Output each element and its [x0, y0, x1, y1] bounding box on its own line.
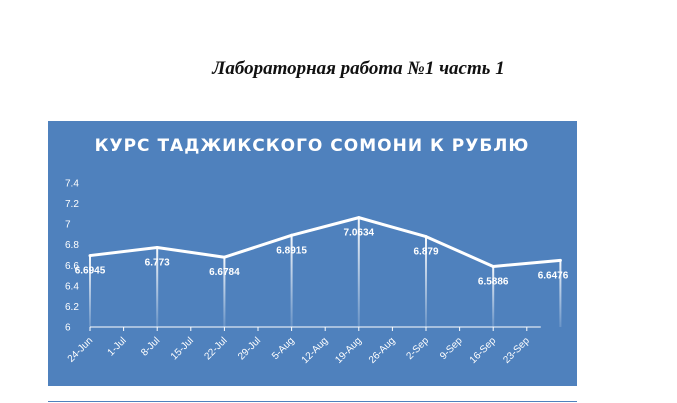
data-point	[290, 233, 294, 237]
x-tick-label: 22-Jul	[202, 335, 229, 362]
x-tick-label: 29-Jul	[236, 335, 263, 362]
data-point	[491, 264, 495, 268]
data-point	[222, 255, 226, 259]
line-chart: КУРС ТАДЖИКСКОГО СОМОНИ К РУБЛЮ 66.26.46…	[65, 136, 569, 366]
x-tick-label: 5-Aug	[270, 335, 297, 362]
x-tick-label: 24-Jun	[66, 335, 95, 364]
x-tick-label: 16-Sep	[468, 335, 499, 366]
x-tick-label: 1-Jul	[106, 335, 129, 358]
chart-title: КУРС ТАДЖИКСКОГО СОМОНИ К РУБЛЮ	[95, 136, 530, 156]
data-point	[558, 258, 562, 262]
drop-line	[425, 236, 427, 327]
page-divider	[48, 401, 577, 402]
drop-line	[357, 217, 360, 327]
x-tick-label: 12-Aug	[300, 335, 331, 366]
data-labels: 6.6945 6.773 6.6784 6.8915 7.0634 6.879 6.5886…	[75, 228, 569, 288]
data-point	[357, 216, 361, 220]
series-line	[89, 216, 561, 268]
data-label: 6.6476	[538, 270, 569, 281]
x-tick-label: 2-Sep	[404, 335, 431, 362]
y-tick-label: 6.8	[65, 240, 79, 251]
data-label: 7.0634	[344, 228, 375, 239]
data-label: 6.5886	[478, 276, 509, 287]
y-tick-label: 7.4	[65, 179, 79, 190]
x-tick-label: 9-Sep	[438, 335, 465, 362]
chart-panel: КУРС ТАДЖИКСКОГО СОМОНИ К РУБЛЮ 6 6.2 6.4 6…	[48, 121, 577, 386]
drop-line	[290, 235, 293, 327]
drop-line	[89, 255, 91, 327]
y-tick-label: 6	[65, 323, 71, 334]
data-point	[424, 235, 428, 239]
drop-line	[156, 247, 159, 327]
data-label: 6.6945	[75, 266, 106, 277]
data-label: 6.879	[413, 247, 438, 258]
x-tick-label: 23-Sep	[501, 335, 532, 366]
drop-line	[223, 257, 226, 327]
drop-line	[492, 266, 495, 327]
data-point	[88, 254, 92, 258]
axes: 6 6.2 6.4 6.6 6.8 7 7.2 7.4 24-Jun 1-Jul 8-Jul 15-J…	[65, 179, 541, 366]
y-tick-label: 6.4	[65, 281, 79, 292]
series-line-group	[88, 216, 562, 268]
data-point	[155, 245, 159, 249]
data-label: 6.773	[145, 257, 170, 268]
drop-lines	[89, 217, 562, 327]
x-tick-label: 19-Aug	[333, 335, 364, 366]
data-label: 6.6784	[209, 267, 240, 278]
x-tick-label: 8-Jul	[139, 335, 162, 358]
y-tick-label: 7	[65, 220, 71, 231]
x-tick-label: 26-Aug	[367, 335, 398, 366]
document-heading: Лабораторная работа №1 часть 1	[212, 58, 505, 79]
y-tick-label: 6.6	[65, 261, 79, 272]
data-label: 6.8915	[276, 245, 307, 256]
drop-line	[559, 260, 562, 327]
y-tick-label: 7.2	[65, 199, 79, 210]
y-tick-label: 6.2	[65, 302, 79, 313]
x-tick-label: 15-Jul	[169, 335, 196, 362]
